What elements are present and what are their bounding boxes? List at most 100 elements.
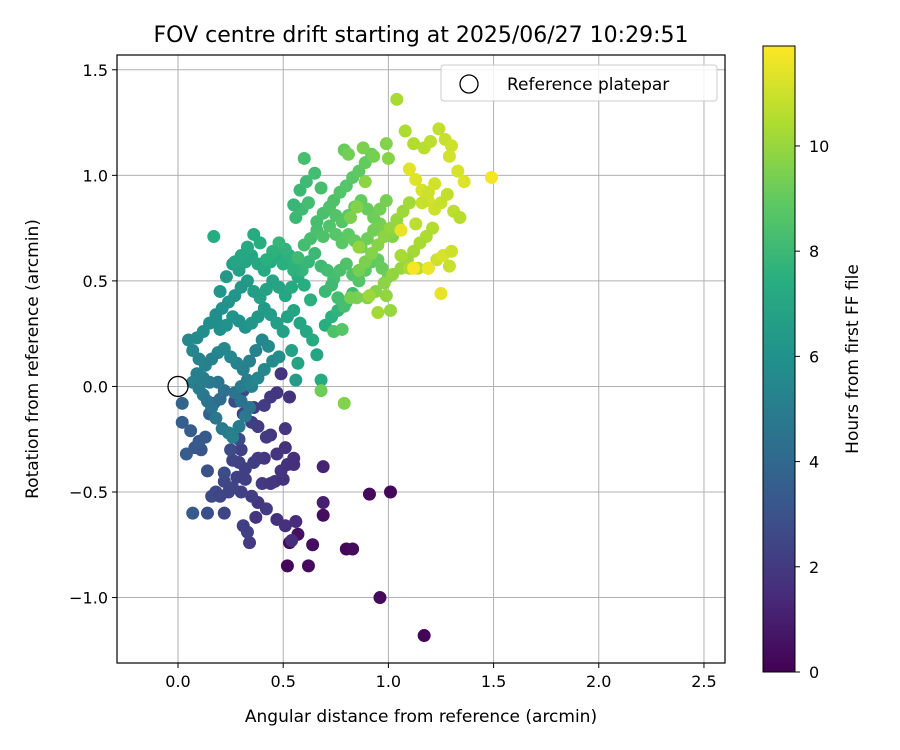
data-point xyxy=(394,223,408,237)
data-point xyxy=(270,512,284,526)
data-points xyxy=(175,92,498,643)
y-axis-ticks: −1.0 −0.5 0.0 0.5 1.0 1.5 xyxy=(69,61,117,608)
data-point xyxy=(257,363,271,377)
data-point xyxy=(383,303,397,317)
data-point xyxy=(398,124,412,138)
data-point xyxy=(344,291,358,305)
data-point xyxy=(259,430,273,444)
data-point xyxy=(249,510,263,524)
data-point xyxy=(205,401,219,415)
y-tick-label: 0.5 xyxy=(83,272,108,291)
data-point xyxy=(186,344,200,358)
data-point xyxy=(226,430,240,444)
colorbar-label: Hours from first FF file xyxy=(843,264,863,454)
legend: Reference platepar xyxy=(440,64,718,102)
data-point xyxy=(432,122,446,136)
data-point xyxy=(276,325,290,339)
data-point xyxy=(289,515,303,529)
reference-point-layer xyxy=(167,375,189,398)
data-point xyxy=(325,278,339,292)
data-point xyxy=(409,173,423,187)
data-point xyxy=(346,542,360,556)
data-point xyxy=(249,344,263,358)
legend-marker-reference xyxy=(459,74,479,94)
data-point xyxy=(402,162,416,176)
data-point xyxy=(373,591,387,605)
y-tick-label: −0.5 xyxy=(69,483,108,502)
data-point xyxy=(352,240,366,254)
data-point xyxy=(280,559,294,573)
data-point xyxy=(310,348,324,362)
data-point xyxy=(440,187,454,201)
data-point xyxy=(299,175,313,189)
data-point xyxy=(217,506,231,520)
data-point xyxy=(445,244,459,258)
data-point xyxy=(209,308,223,322)
data-point xyxy=(316,496,330,510)
y-axis-label: Rotation from reference (arcmin) xyxy=(23,219,43,499)
x-axis-label: Angular distance from reference (arcmin) xyxy=(245,707,597,727)
data-point xyxy=(232,420,246,434)
data-point xyxy=(226,453,240,467)
data-point xyxy=(175,396,189,410)
data-point xyxy=(337,396,351,410)
x-axis-ticks: 0.0 0.5 1.0 1.5 2.0 2.5 xyxy=(165,663,717,691)
data-point xyxy=(209,411,223,425)
data-point xyxy=(304,293,318,307)
colorbar-tick-label: 0 xyxy=(809,663,819,682)
data-point xyxy=(240,525,254,539)
data-point xyxy=(207,230,221,244)
data-point xyxy=(245,489,259,503)
data-point xyxy=(367,149,381,163)
data-point xyxy=(213,284,227,298)
data-point xyxy=(285,534,299,548)
data-point xyxy=(289,373,303,387)
data-point xyxy=(297,151,311,165)
x-tick-label: 2.0 xyxy=(586,672,611,691)
y-tick-label: 1.0 xyxy=(83,166,108,185)
data-point xyxy=(287,303,301,317)
data-point xyxy=(402,196,416,210)
x-tick-label: 1.5 xyxy=(481,672,506,691)
y-tick-label: 1.5 xyxy=(83,61,108,80)
colorbar-tick-label: 10 xyxy=(809,137,829,156)
data-point xyxy=(421,261,435,275)
data-point xyxy=(339,257,353,271)
data-point xyxy=(371,306,385,320)
data-point xyxy=(417,629,431,643)
data-point xyxy=(484,170,498,184)
data-point xyxy=(352,274,366,288)
data-point xyxy=(434,287,448,301)
data-point xyxy=(335,322,349,336)
data-point xyxy=(457,175,471,189)
data-point xyxy=(272,350,286,364)
data-point xyxy=(453,211,467,225)
data-point xyxy=(306,538,320,552)
y-tick-label: −1.0 xyxy=(69,589,108,608)
data-point xyxy=(407,137,421,151)
data-point xyxy=(423,135,437,149)
data-point xyxy=(314,181,328,195)
data-point xyxy=(274,367,288,381)
data-point xyxy=(409,217,423,231)
data-point xyxy=(356,141,370,155)
x-tick-label: 0.5 xyxy=(270,672,295,691)
data-point xyxy=(362,487,376,501)
data-point xyxy=(247,227,261,241)
colorbar-gradient xyxy=(762,45,796,673)
data-point xyxy=(219,270,233,284)
data-point xyxy=(386,268,400,282)
data-point xyxy=(362,289,376,303)
x-tick-label: 2.5 xyxy=(691,672,716,691)
data-point xyxy=(316,508,330,522)
data-point xyxy=(379,137,393,151)
data-point xyxy=(234,443,248,457)
data-point xyxy=(270,447,284,461)
data-point xyxy=(383,485,397,499)
data-point xyxy=(381,151,395,165)
data-point xyxy=(394,249,408,263)
data-point xyxy=(200,464,214,478)
data-point xyxy=(238,472,252,486)
data-point xyxy=(358,175,372,189)
data-point xyxy=(224,443,238,457)
